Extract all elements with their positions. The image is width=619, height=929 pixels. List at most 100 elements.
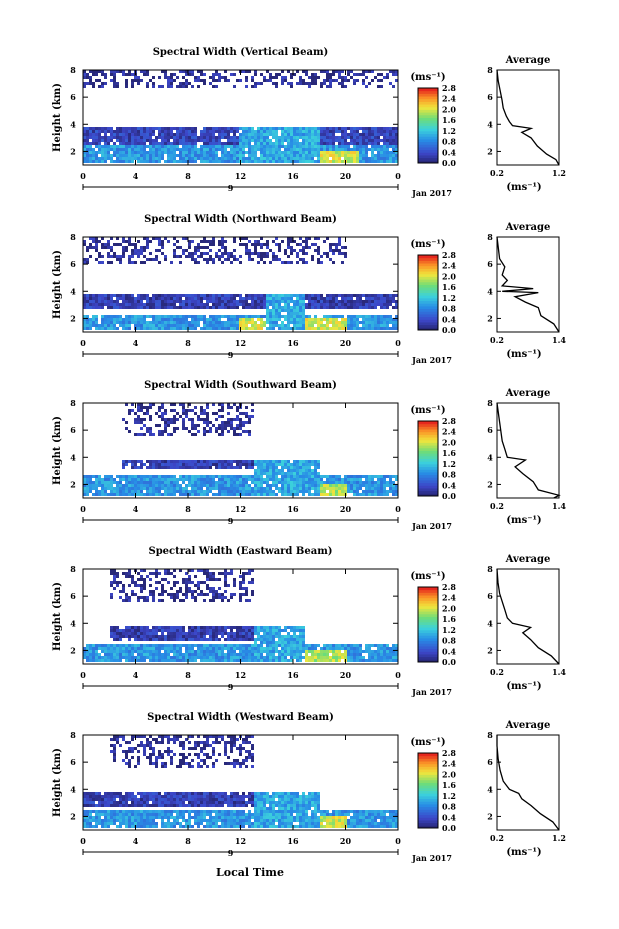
heatmap-cell — [149, 252, 152, 255]
heatmap-cell — [242, 303, 245, 306]
heatmap-cell — [281, 487, 284, 490]
heatmap-cell — [368, 82, 371, 85]
heatmap-cell — [314, 318, 317, 321]
heatmap-cell — [197, 581, 200, 584]
heatmap-cell — [167, 79, 170, 82]
heatmap-cell — [320, 136, 323, 139]
heatmap-cell — [308, 133, 311, 136]
heatmap-cell — [92, 484, 95, 487]
heatmap-cell — [365, 142, 368, 145]
heatmap-cell — [101, 659, 104, 662]
heatmap-cell — [272, 327, 275, 330]
heatmap-cell — [95, 145, 98, 148]
heatmap-cell — [92, 136, 95, 139]
heatmap-cell — [287, 240, 290, 243]
heatmap-cell — [311, 463, 314, 466]
heatmap-cell — [116, 327, 119, 330]
heatmap-cell — [287, 484, 290, 487]
y-tick-label: 2 — [70, 146, 76, 156]
heatmap-cell — [149, 406, 152, 409]
heatmap-cell — [113, 481, 116, 484]
heatmap-cell — [356, 73, 359, 76]
heatmap-cell — [278, 297, 281, 300]
heatmap-cell — [302, 240, 305, 243]
heatmap-cell — [233, 466, 236, 469]
heatmap-cell — [239, 478, 242, 481]
heatmap-cell — [182, 154, 185, 157]
heatmap-cell — [374, 493, 377, 496]
heatmap-cell — [332, 157, 335, 160]
heatmap-cell — [278, 157, 281, 160]
heatmap-cell — [287, 82, 290, 85]
heatmap-cell — [353, 493, 356, 496]
heatmap-cell — [356, 327, 359, 330]
heatmap-cell — [119, 145, 122, 148]
heatmap-cell — [200, 460, 203, 463]
heatmap-cell — [83, 315, 86, 318]
heatmap-cell — [194, 599, 197, 602]
heatmap-cell — [380, 127, 383, 130]
heatmap-cell — [146, 246, 149, 249]
heatmap-cell — [155, 297, 158, 300]
heatmap-cell — [206, 318, 209, 321]
heatmap-cell — [278, 139, 281, 142]
heatmap-cell — [128, 306, 131, 309]
heatmap-cell — [86, 303, 89, 306]
heatmap-cell — [188, 409, 191, 412]
heatmap-cell — [164, 258, 167, 261]
heatmap-cell — [368, 481, 371, 484]
heatmap-cell — [167, 327, 170, 330]
heatmap-cell — [260, 487, 263, 490]
heatmap-cell — [155, 572, 158, 575]
heatmap-cell — [167, 160, 170, 163]
heatmap-cell — [140, 478, 143, 481]
heatmap-cell — [137, 127, 140, 130]
heatmap-cell — [173, 460, 176, 463]
heatmap-cell — [191, 324, 194, 327]
heatmap-cell — [242, 460, 245, 463]
heatmap-cell — [149, 430, 152, 433]
heatmap-cell — [125, 650, 128, 653]
heatmap-cell — [218, 656, 221, 659]
heatmap-cell — [194, 300, 197, 303]
heatmap-cell — [101, 261, 104, 264]
heatmap-cell — [317, 481, 320, 484]
heatmap-cell — [242, 493, 245, 496]
heatmap-cell — [170, 632, 173, 635]
heatmap-cell — [167, 656, 170, 659]
heatmap-cell — [179, 303, 182, 306]
heatmap-cell — [344, 157, 347, 160]
heatmap-cell — [308, 160, 311, 163]
heatmap-cell — [254, 472, 257, 475]
heatmap-cell — [137, 644, 140, 647]
heatmap-cell — [233, 487, 236, 490]
heatmap-cell — [122, 629, 125, 632]
heatmap-cell — [155, 587, 158, 590]
heatmap-cell — [290, 151, 293, 154]
heatmap-cell — [368, 324, 371, 327]
heatmap-cell — [188, 490, 191, 493]
heatmap-cell — [230, 638, 233, 641]
heatmap-cell — [389, 145, 392, 148]
heatmap-cell — [134, 484, 137, 487]
heatmap-cell — [275, 306, 278, 309]
heatmap-cell — [188, 626, 191, 629]
heatmap-cell — [299, 79, 302, 82]
heatmap-cell — [281, 469, 284, 472]
heatmap-cell — [161, 463, 164, 466]
heatmap-cell — [254, 157, 257, 160]
heatmap-cell — [248, 145, 251, 148]
heatmap-cell — [161, 493, 164, 496]
heatmap-cell — [182, 644, 185, 647]
colorbar-band — [418, 474, 438, 478]
heatmap-cell — [200, 475, 203, 478]
heatmap-cell — [197, 297, 200, 300]
heatmap-cell — [185, 466, 188, 469]
heatmap-cell — [128, 430, 131, 433]
heatmap-cell — [260, 148, 263, 151]
heatmap-cell — [287, 321, 290, 324]
heatmap-cell — [86, 142, 89, 145]
heatmap-cell — [167, 650, 170, 653]
heatmap-cell — [113, 255, 116, 258]
heatmap-cell — [215, 255, 218, 258]
